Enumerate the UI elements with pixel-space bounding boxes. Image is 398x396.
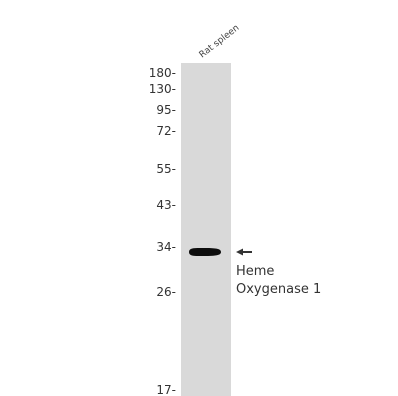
mw-marker-34: 34- [156,240,176,254]
mw-marker-26: 26- [156,285,176,299]
mw-marker-72: 72- [156,124,176,138]
arrow-left-icon [236,248,252,256]
protein-band [189,247,221,257]
lane-label: Rat spleen [198,23,242,60]
mw-marker-130: 130- [149,82,176,96]
mw-marker-95: 95- [156,103,176,117]
mw-marker-180: 180- [149,66,176,80]
mw-marker-17: 17- [156,383,176,396]
target-label-line2: Oxygenase 1 [236,282,321,297]
blot-lane [181,63,231,396]
mw-marker-43: 43- [156,198,176,212]
mw-marker-ladder: 180- 130- 95- 72- 55- 43- 34- 26- 17- [149,66,176,396]
target-label-line1: Heme [236,264,274,279]
mw-marker-55: 55- [156,162,176,176]
